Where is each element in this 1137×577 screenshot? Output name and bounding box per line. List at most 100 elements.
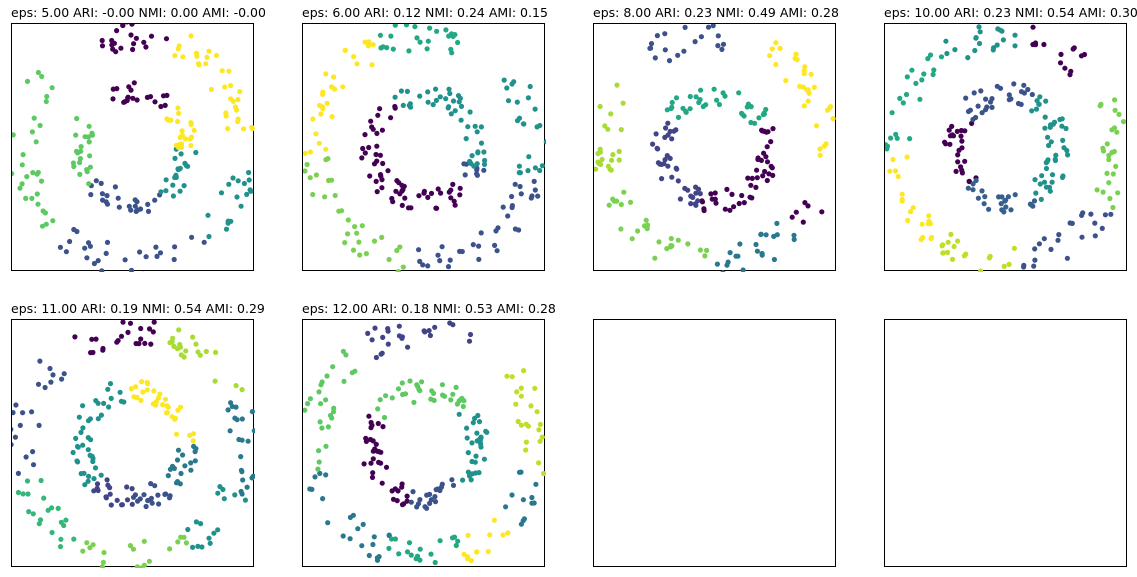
scatter-point xyxy=(232,492,238,498)
scatter-point xyxy=(195,61,202,67)
scatter-point xyxy=(316,140,322,146)
scatter-point xyxy=(414,382,420,388)
cluster-4 xyxy=(307,469,539,563)
scatter-point xyxy=(715,33,721,39)
scatter-point xyxy=(954,128,960,134)
scatter-point xyxy=(712,190,718,196)
scatter-point xyxy=(481,456,487,462)
scatter-point xyxy=(365,330,371,336)
scatter-point xyxy=(500,204,506,210)
scatter-point xyxy=(1057,60,1064,66)
scatter-point xyxy=(771,256,777,263)
scatter-point xyxy=(920,234,926,241)
scatter-point xyxy=(823,141,829,147)
scatter-point xyxy=(119,502,125,508)
scatter-point xyxy=(221,496,227,502)
scatter-point xyxy=(464,435,470,441)
scatter-point xyxy=(804,87,810,93)
scatter-point xyxy=(1116,111,1122,117)
cluster-5 xyxy=(303,156,406,272)
scatter-point xyxy=(67,238,73,245)
scatter-point xyxy=(313,131,319,137)
scatter-point xyxy=(330,364,336,370)
scatter-point xyxy=(525,95,531,101)
scatter-point xyxy=(643,217,649,223)
scatter-point xyxy=(342,47,348,53)
scatter-point xyxy=(754,248,760,254)
cluster-5 xyxy=(647,24,727,64)
scatter-point xyxy=(125,329,131,335)
scatter-point xyxy=(49,529,55,536)
scatter-point xyxy=(147,94,154,100)
scatter-point xyxy=(1048,139,1054,145)
scatter-point xyxy=(446,189,452,195)
scatter-point xyxy=(384,45,390,51)
cluster-1 xyxy=(359,103,463,211)
scatter-point xyxy=(1021,264,1027,270)
scatter-point xyxy=(379,177,385,183)
scatter-point xyxy=(80,403,86,409)
scatter-point xyxy=(380,334,386,340)
scatter-point xyxy=(42,384,48,391)
scatter-point xyxy=(448,46,454,52)
scatter-point xyxy=(124,484,130,490)
scatter-point xyxy=(774,232,780,238)
scatter-point xyxy=(1064,255,1070,261)
scatter-point xyxy=(145,208,152,214)
scatter-point xyxy=(373,178,379,184)
scatter-point xyxy=(972,47,978,54)
scatter-point xyxy=(156,501,162,507)
scatter-point xyxy=(170,193,176,199)
scatter-point xyxy=(793,209,799,215)
scatter-point xyxy=(86,473,92,479)
scatter-point xyxy=(482,157,488,164)
scatter-point xyxy=(363,438,369,444)
scatter-point xyxy=(213,349,219,355)
scatter-point xyxy=(1114,129,1120,135)
scatter-point xyxy=(1037,94,1043,100)
scatter-point xyxy=(1038,196,1044,202)
scatter-point xyxy=(42,210,48,216)
scatter-point xyxy=(90,458,96,465)
scatter-point xyxy=(175,539,181,545)
scatter-point xyxy=(172,416,178,422)
scatter-point xyxy=(174,118,181,125)
scatter-point xyxy=(380,160,386,167)
scatter-point xyxy=(416,193,422,199)
scatter-point xyxy=(355,526,361,532)
scatter-point xyxy=(472,459,478,465)
scatter-point xyxy=(23,195,29,201)
scatter-point xyxy=(982,194,988,200)
scatter-point xyxy=(1067,220,1073,226)
cluster-4 xyxy=(165,400,255,497)
scatter-point xyxy=(967,107,973,113)
scatter-point xyxy=(616,157,622,163)
scatter-point xyxy=(305,401,311,407)
scatter-point xyxy=(950,133,957,139)
scatter-point xyxy=(129,24,135,27)
scatter-point xyxy=(87,416,93,422)
scatter-point xyxy=(685,241,691,247)
scatter-point xyxy=(173,431,180,437)
scatter-point xyxy=(429,388,435,394)
scatter-point xyxy=(478,124,484,130)
scatter-point xyxy=(433,86,439,92)
scatter-point xyxy=(976,40,983,47)
scatter-point xyxy=(132,203,138,209)
scatter-point xyxy=(797,83,803,89)
cluster-3 xyxy=(158,146,254,240)
scatter-point xyxy=(474,430,480,436)
scatter-point xyxy=(452,202,458,208)
scatter-point xyxy=(433,97,439,103)
scatter-point xyxy=(536,427,542,433)
axes-frame xyxy=(11,23,255,272)
scatter-point xyxy=(24,174,30,180)
scatter-point xyxy=(777,45,783,51)
scatter-point xyxy=(50,218,56,224)
scatter-point xyxy=(406,540,413,546)
scatter-point xyxy=(892,168,899,174)
scatter-point xyxy=(909,67,915,73)
scatter-point xyxy=(100,559,106,565)
scatter-point xyxy=(375,112,381,118)
scatter-point xyxy=(413,556,419,562)
